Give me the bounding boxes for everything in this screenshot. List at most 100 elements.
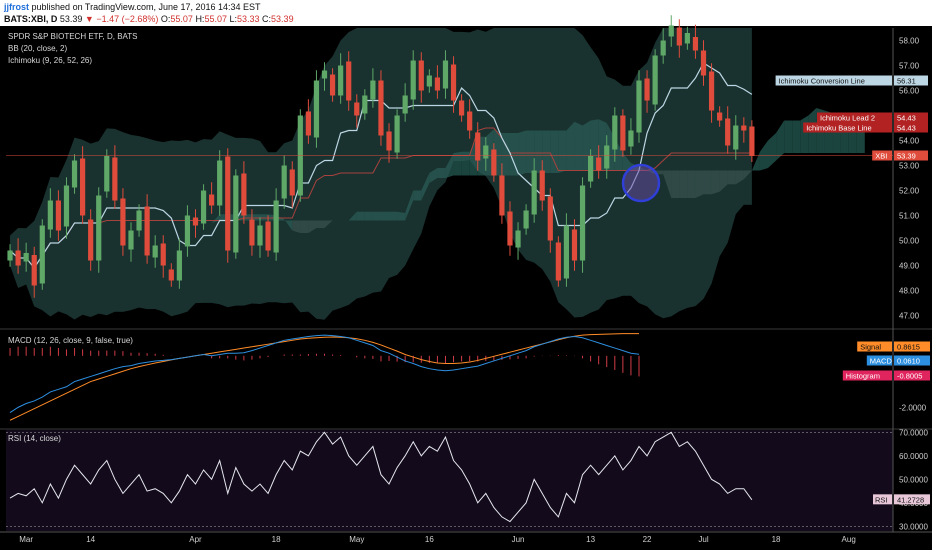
candle-body xyxy=(15,250,21,266)
candle-body xyxy=(88,219,94,261)
candle-body xyxy=(378,80,384,136)
macd-line xyxy=(9,334,640,413)
candle-body xyxy=(71,160,78,188)
price-tick-label: 56.00 xyxy=(899,87,920,96)
candle-body xyxy=(620,115,626,151)
bb-legend[interactable]: BB (20, close, 2) xyxy=(8,44,68,53)
candle-body xyxy=(555,242,561,281)
candle-body xyxy=(257,225,263,246)
candle-body xyxy=(507,211,513,246)
candle-body xyxy=(604,145,610,169)
candle-body xyxy=(741,125,747,131)
price-tick-label: 51.00 xyxy=(899,212,920,221)
symbol-label: BATS:XBI, D xyxy=(4,14,58,24)
candle-body xyxy=(289,169,295,196)
candle-body xyxy=(305,111,311,136)
cloud-segment xyxy=(800,115,809,153)
candle-body xyxy=(370,80,376,100)
price-tick-label: 54.00 xyxy=(899,137,920,146)
candle-body xyxy=(31,255,37,286)
rsi-legend[interactable]: RSI (14, close) xyxy=(8,434,61,443)
highlight-circle xyxy=(621,163,661,203)
macd-series-name xyxy=(866,355,892,366)
candle-body xyxy=(96,195,102,261)
rsi-series-name xyxy=(873,494,892,505)
candle-body xyxy=(539,170,545,201)
candle-body xyxy=(660,40,666,56)
macd-legend[interactable]: MACD (12, 26, close, 9, false, true) xyxy=(8,336,133,345)
candle-body xyxy=(483,145,489,159)
candle-body xyxy=(394,115,400,153)
cloud-segment xyxy=(792,120,801,153)
candle-body xyxy=(644,78,650,101)
macd-series-label: MACD xyxy=(870,357,893,366)
candle-body xyxy=(668,25,674,37)
candle-body xyxy=(410,60,416,100)
time-tick-label: Aug xyxy=(842,535,856,544)
macd-series-value-text: 0.0610 xyxy=(897,357,920,366)
low-value: 53.33 xyxy=(237,14,260,24)
ichimoku-legend[interactable]: Ichimoku (9, 26, 52, 26) xyxy=(8,56,93,65)
candle-body xyxy=(588,155,594,182)
candle-body xyxy=(725,118,731,146)
candle-body xyxy=(491,149,497,176)
candle-body xyxy=(547,196,553,241)
close-label: C: xyxy=(262,14,272,24)
candle-body xyxy=(192,217,199,226)
high-label: H: xyxy=(195,14,205,24)
candle-body xyxy=(749,126,755,156)
candle-body xyxy=(168,269,174,281)
candle-body xyxy=(241,173,247,216)
ohlc-line: BATS:XBI, D 53.39 ▼ −1.47 (−2.68%) O:55.… xyxy=(4,14,294,24)
low-label: L: xyxy=(229,14,237,24)
candle-body xyxy=(225,156,231,251)
time-tick-label: Jun xyxy=(512,535,525,544)
price-label-value-text: 54.43 xyxy=(897,114,916,123)
price-tick-label: 49.00 xyxy=(899,262,920,271)
price-label-name xyxy=(775,75,892,86)
candle-body xyxy=(346,61,352,101)
candle-body xyxy=(281,165,287,199)
candle-body xyxy=(144,206,150,256)
candle-body xyxy=(313,80,320,138)
price-tick-label: 53.00 xyxy=(899,162,920,171)
rsi-series-label: RSI xyxy=(875,495,888,504)
macd-series-value-text: -0.8005 xyxy=(897,372,922,381)
candle-body xyxy=(209,194,215,206)
rsi-pane-bg xyxy=(6,430,893,531)
cloud-segment xyxy=(776,120,785,161)
macd-series-label: Signal xyxy=(860,343,881,352)
macd-tick-label: -2.0000 xyxy=(899,403,927,412)
candle-body xyxy=(523,210,529,229)
price-label-value-text: 54.43 xyxy=(897,124,916,133)
rsi-pane xyxy=(6,431,893,527)
candle-body xyxy=(39,225,45,284)
chart-title: SPDR S&P BIOTECH ETF, D, BATS xyxy=(8,32,138,41)
candle-body xyxy=(579,185,586,261)
rsi-tick-label: 60.0000 xyxy=(899,452,928,461)
candle-body xyxy=(80,158,86,216)
time-tick-label: 18 xyxy=(272,535,281,544)
candle-body xyxy=(273,200,279,253)
last-price: 53.39 xyxy=(59,14,83,24)
rsi-tick-label: 30.0000 xyxy=(899,522,928,531)
macd-series-value xyxy=(894,370,930,381)
open-label: O: xyxy=(160,14,171,24)
candle-body xyxy=(434,77,441,91)
candle-body xyxy=(321,70,328,79)
macd-series-name xyxy=(857,341,892,352)
price-tick-label: 58.00 xyxy=(899,37,920,46)
candle-body xyxy=(217,160,223,206)
author-link[interactable]: jjfrost xyxy=(4,2,30,12)
macd-series-value xyxy=(894,355,930,366)
price-tick-label: 57.00 xyxy=(899,62,920,71)
candle-body xyxy=(63,185,70,227)
candle-body xyxy=(700,50,707,76)
candle-body xyxy=(200,190,207,224)
time-tick-label: 14 xyxy=(86,535,95,544)
candle-body xyxy=(386,131,392,151)
candle-body xyxy=(176,250,182,281)
candle-body xyxy=(628,130,634,147)
